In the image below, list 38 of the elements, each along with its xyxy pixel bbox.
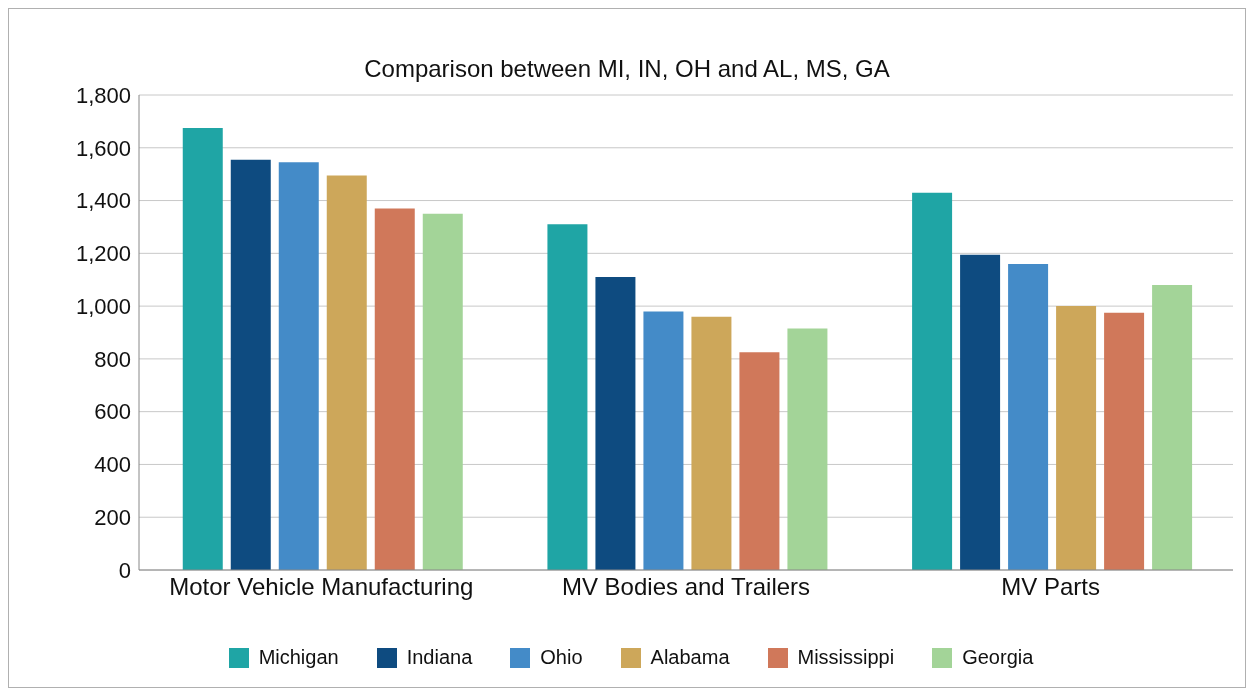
y-tick-label: 1,400 <box>75 188 131 214</box>
bar <box>1008 263 1049 570</box>
legend-label: Indiana <box>406 646 473 669</box>
bar <box>278 162 319 570</box>
bar <box>230 159 271 570</box>
y-tick-label: 600 <box>94 399 131 425</box>
bar <box>326 175 367 570</box>
y-tick-label: 1,200 <box>75 241 131 267</box>
bar <box>691 316 732 570</box>
y-tick-label: 0 <box>118 557 131 583</box>
y-tick-label: 400 <box>94 452 131 478</box>
bar <box>595 277 636 570</box>
legend-label: Ohio <box>540 646 583 669</box>
y-tick-label: 200 <box>94 505 131 531</box>
chart-title: Comparison between MI, IN, OH and AL, MS, GA <box>363 55 891 83</box>
bar <box>787 328 828 570</box>
bar <box>182 127 223 570</box>
bar <box>374 208 415 570</box>
x-tick-label: MV Bodies and Trailers <box>561 573 811 601</box>
x-tick-label: MV Parts <box>1001 573 1101 601</box>
y-tick-label: 1,800 <box>75 82 131 108</box>
bar <box>422 213 463 570</box>
legend-label: Mississippi <box>797 646 895 669</box>
legend-label: Alabama <box>650 646 730 669</box>
bar <box>547 224 588 570</box>
bar <box>1152 285 1193 570</box>
y-tick-label: 1,000 <box>75 293 131 319</box>
bar <box>739 352 780 570</box>
y-tick-label: 800 <box>94 346 131 372</box>
bar <box>912 192 953 570</box>
bar <box>1104 312 1145 570</box>
legend-label: Michigan <box>258 646 339 669</box>
legend-label: Georgia <box>962 646 1034 669</box>
y-tick-label: 1,600 <box>75 135 131 161</box>
bar <box>1056 306 1097 570</box>
x-tick-label: Motor Vehicle Manufacturing <box>169 573 474 601</box>
bar <box>960 254 1001 570</box>
bar <box>643 311 684 570</box>
